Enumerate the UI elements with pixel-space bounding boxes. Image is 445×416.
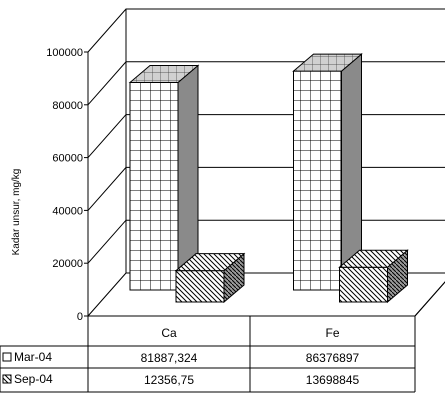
gridline (87, 8, 445, 53)
table-cell: 12356,75 (144, 373, 194, 387)
bar-fe-2 (338, 249, 409, 304)
category-label: Ca (161, 326, 177, 340)
bar-top-face (128, 64, 200, 83)
y-tick-label: 80000 (52, 100, 83, 112)
side-wall (87, 9, 127, 318)
data-table: Ca Fe Mar-04 81887,324 86376897 Sep-04 12356,7… (0, 281, 445, 393)
table-cell: 86376897 (306, 351, 360, 365)
y-axis-label: Kadar unsur, mg/kg (11, 169, 22, 256)
y-axis: 0 20000 40000 60000 80000 100000 (46, 47, 88, 323)
bar-front-face (129, 81, 179, 291)
bar-top-face (292, 53, 363, 72)
table-cell: 81887,324 (141, 351, 198, 365)
legend-key-grid (2, 352, 12, 362)
category-label: Fe (325, 326, 339, 340)
bar-ca-2 (174, 252, 246, 304)
bar-top-face (174, 253, 246, 272)
floor-right-edge (414, 281, 445, 317)
y-tick-label: 40000 (52, 205, 83, 217)
bar-front-face (293, 70, 342, 291)
bars (128, 53, 409, 304)
table-cell: 13698845 (306, 373, 360, 387)
y-tick-label: 60000 (52, 153, 83, 165)
y-tick-label: 0 (77, 311, 83, 323)
bar-front-face (339, 266, 388, 303)
series-label: Mar-04 (14, 350, 52, 364)
bar-fe-1 (292, 53, 363, 292)
y-tick-label: 100000 (46, 47, 83, 59)
legend-key-hatch (2, 374, 12, 384)
bar-front-face (175, 270, 225, 303)
table-line (414, 281, 445, 317)
y-tick-label: 20000 (52, 258, 83, 270)
bar-ca-1 (128, 64, 200, 292)
bar-top-face (338, 249, 409, 268)
series-label: Sep-04 (14, 372, 53, 386)
